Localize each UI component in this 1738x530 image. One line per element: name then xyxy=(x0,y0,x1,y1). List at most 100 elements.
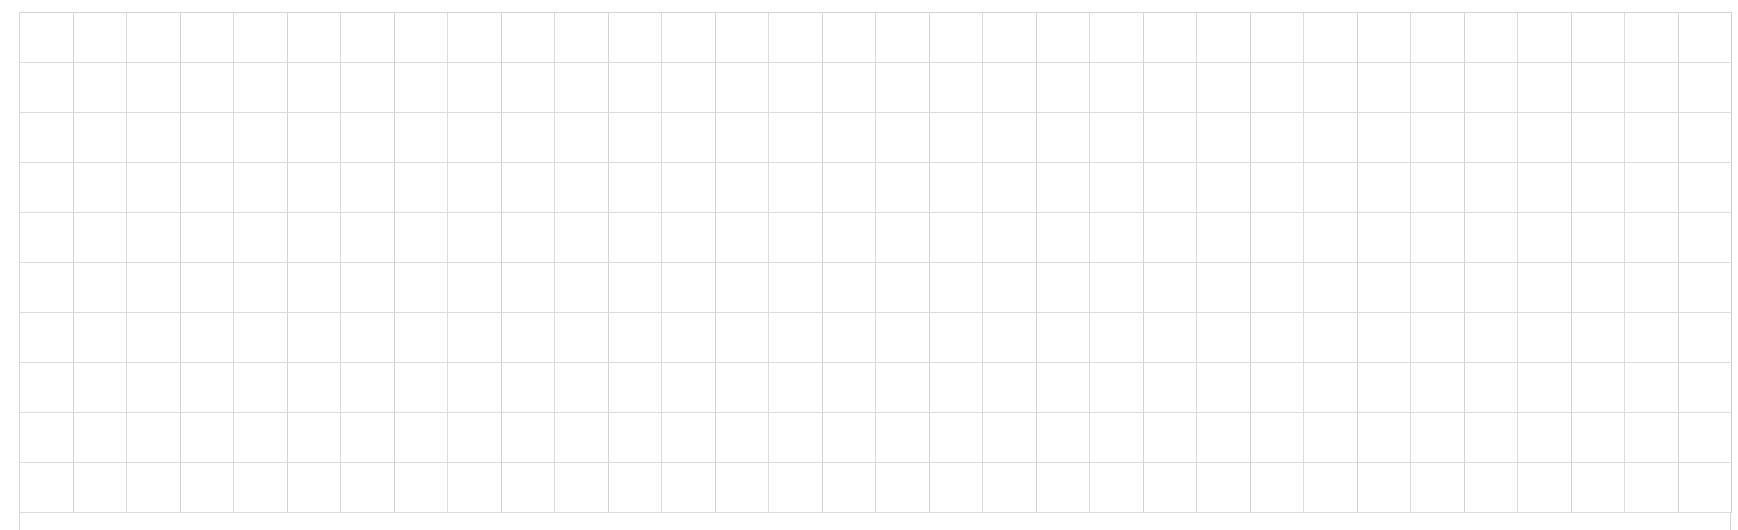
grid-cell[interactable] xyxy=(930,213,984,263)
grid-cell[interactable] xyxy=(234,63,288,113)
grid-cell[interactable] xyxy=(181,363,235,413)
grid-cell[interactable] xyxy=(930,413,984,463)
grid-cell[interactable] xyxy=(1090,313,1144,363)
grid-cell[interactable] xyxy=(609,63,663,113)
grid-cell[interactable] xyxy=(555,13,609,63)
grid-cell[interactable] xyxy=(234,113,288,163)
grid-cell[interactable] xyxy=(1144,13,1198,63)
grid-cell[interactable] xyxy=(1358,263,1412,313)
grid-cell[interactable] xyxy=(502,63,556,113)
grid-cell[interactable] xyxy=(1251,363,1305,413)
grid-cell[interactable] xyxy=(930,113,984,163)
grid-cell[interactable] xyxy=(234,213,288,263)
grid-cell[interactable] xyxy=(1465,263,1519,313)
grid-cell[interactable] xyxy=(1465,13,1519,63)
grid-cell[interactable] xyxy=(20,13,74,63)
grid-cell[interactable] xyxy=(341,463,395,513)
grid-cell[interactable] xyxy=(555,313,609,363)
grid-cell[interactable] xyxy=(395,463,449,513)
grid-cell[interactable] xyxy=(1518,63,1572,113)
grid-cell[interactable] xyxy=(1037,313,1091,363)
grid-cell[interactable] xyxy=(395,13,449,63)
grid-cell[interactable] xyxy=(823,313,877,363)
grid-cell[interactable] xyxy=(1090,213,1144,263)
grid-cell[interactable] xyxy=(823,63,877,113)
grid-cell[interactable] xyxy=(1518,363,1572,413)
grid-cell[interactable] xyxy=(716,163,770,213)
grid-cell[interactable] xyxy=(234,163,288,213)
grid-cell[interactable] xyxy=(1411,213,1465,263)
grid-cell[interactable] xyxy=(769,463,823,513)
grid-cell[interactable] xyxy=(983,363,1037,413)
grid-cell[interactable] xyxy=(20,463,74,513)
grid-cell[interactable] xyxy=(20,363,74,413)
grid-cell[interactable] xyxy=(127,363,181,413)
grid-cell[interactable] xyxy=(609,363,663,413)
grid-cell[interactable] xyxy=(930,63,984,113)
grid-cell[interactable] xyxy=(609,13,663,63)
grid-cell[interactable] xyxy=(502,363,556,413)
grid-cell[interactable] xyxy=(1358,413,1412,463)
grid-cell[interactable] xyxy=(448,113,502,163)
grid-cell[interactable] xyxy=(234,313,288,363)
grid-cell[interactable] xyxy=(20,213,74,263)
grid-cell[interactable] xyxy=(1411,363,1465,413)
grid-cell[interactable] xyxy=(1251,13,1305,63)
grid-cell[interactable] xyxy=(288,413,342,463)
grid-cell[interactable] xyxy=(983,113,1037,163)
grid-cell[interactable] xyxy=(716,263,770,313)
grid-cell[interactable] xyxy=(448,63,502,113)
grid-cell[interactable] xyxy=(1304,213,1358,263)
grid-cell[interactable] xyxy=(662,13,716,63)
grid-cell[interactable] xyxy=(395,413,449,463)
grid-cell[interactable] xyxy=(395,63,449,113)
grid-cell[interactable] xyxy=(1037,13,1091,63)
grid-cell[interactable] xyxy=(1144,113,1198,163)
grid-cell[interactable] xyxy=(1572,13,1626,63)
grid-cell[interactable] xyxy=(341,263,395,313)
grid-cell[interactable] xyxy=(288,63,342,113)
grid-cell[interactable] xyxy=(769,13,823,63)
grid-cell[interactable] xyxy=(234,463,288,513)
grid-cell[interactable] xyxy=(1411,113,1465,163)
grid-cell[interactable] xyxy=(1090,413,1144,463)
grid-cell[interactable] xyxy=(1197,413,1251,463)
grid-cell[interactable] xyxy=(1572,413,1626,463)
grid-cell[interactable] xyxy=(1197,363,1251,413)
grid-cell[interactable] xyxy=(502,263,556,313)
grid-cell[interactable] xyxy=(876,163,930,213)
grid-cell[interactable] xyxy=(1465,163,1519,213)
grid-cell[interactable] xyxy=(502,413,556,463)
grid-cell[interactable] xyxy=(127,213,181,263)
grid-cell[interactable] xyxy=(769,163,823,213)
grid-cell[interactable] xyxy=(288,113,342,163)
grid-cell[interactable] xyxy=(876,413,930,463)
grid-cell[interactable] xyxy=(769,263,823,313)
grid-cell[interactable] xyxy=(1518,163,1572,213)
grid-cell[interactable] xyxy=(1411,413,1465,463)
grid-cell[interactable] xyxy=(555,363,609,413)
grid-cell[interactable] xyxy=(1465,363,1519,413)
grid-cell[interactable] xyxy=(448,263,502,313)
grid-cell[interactable] xyxy=(1625,63,1679,113)
grid-cell[interactable] xyxy=(769,413,823,463)
grid-cell[interactable] xyxy=(1572,363,1626,413)
grid-cell[interactable] xyxy=(288,13,342,63)
grid-cell[interactable] xyxy=(662,313,716,363)
grid-cell[interactable] xyxy=(1572,263,1626,313)
grid-cell[interactable] xyxy=(1037,163,1091,213)
grid-cell[interactable] xyxy=(769,213,823,263)
grid-cell[interactable] xyxy=(20,263,74,313)
grid-cell[interactable] xyxy=(1358,13,1412,63)
grid-cell[interactable] xyxy=(609,463,663,513)
grid-cell[interactable] xyxy=(1679,263,1733,313)
grid-cell[interactable] xyxy=(1144,263,1198,313)
grid-cell[interactable] xyxy=(1304,413,1358,463)
grid-cell[interactable] xyxy=(983,313,1037,363)
grid-cell[interactable] xyxy=(1144,413,1198,463)
grid-cell[interactable] xyxy=(1679,363,1733,413)
grid-cell[interactable] xyxy=(555,63,609,113)
grid-cell[interactable] xyxy=(74,163,128,213)
grid-cell[interactable] xyxy=(1144,163,1198,213)
grid-cell[interactable] xyxy=(74,463,128,513)
